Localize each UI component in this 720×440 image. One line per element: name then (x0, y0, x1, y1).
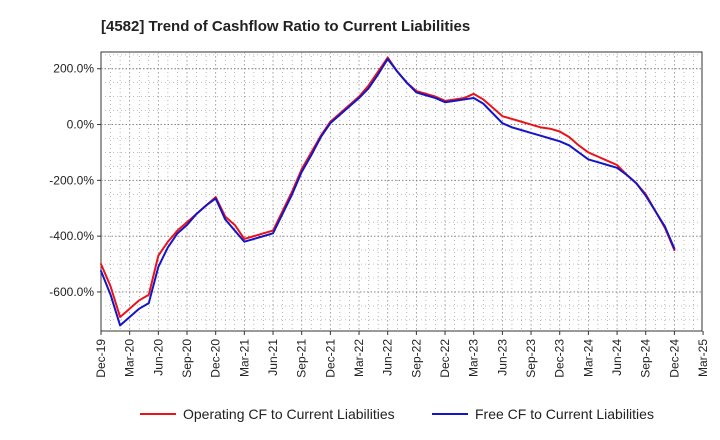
x-tick-label: Dec-24 (667, 339, 681, 378)
y-tick-label: -400.0% (49, 229, 94, 243)
y-tick-label: 0.0% (67, 118, 95, 132)
x-tick-label: Mar-20 (123, 339, 137, 377)
x-tick-label: Sep-20 (180, 339, 194, 378)
y-tick-label: -600.0% (49, 285, 94, 299)
x-tick-label: Dec-19 (94, 339, 108, 378)
x-tick-label: Dec-22 (438, 339, 452, 378)
chart-title: [4582] Trend of Cashflow Ratio to Curren… (101, 18, 470, 35)
x-tick-label: Sep-22 (409, 339, 423, 378)
x-tick-label: Dec-21 (323, 339, 337, 378)
x-tick-label: Jun-23 (495, 339, 509, 376)
y-tick-label: 200.0% (53, 62, 94, 76)
x-tick-label: Sep-24 (639, 339, 653, 378)
x-tick-label: Mar-21 (237, 339, 251, 377)
x-tick-label: Dec-23 (553, 339, 567, 378)
series-line-1 (100, 57, 676, 327)
axis-ticks: Dec-19 Mar-20 Jun-20 Sep-20 Dec-20 Mar-21 Jun-… (49, 62, 710, 378)
series-lines (100, 56, 676, 327)
x-tick-label: Sep-21 (295, 339, 309, 378)
x-tick-label: Jun-22 (381, 339, 395, 376)
x-tick-label: Sep-23 (524, 339, 538, 378)
plot-area (100, 51, 703, 332)
x-tick-label: Mar-24 (581, 339, 595, 377)
x-tick-label: Jun-24 (610, 339, 624, 376)
x-tick-label: Mar-23 (467, 339, 481, 377)
x-tick-label: Jun-20 (151, 339, 165, 376)
grid-lines (101, 52, 702, 331)
x-tick-label: Mar-25 (696, 339, 710, 377)
x-tick-label: Dec-20 (209, 339, 223, 378)
legend-label: Free CF to Current Liabilities (475, 406, 654, 422)
x-tick-label: Jun-21 (266, 339, 280, 376)
y-tick-label: -200.0% (49, 173, 94, 187)
x-tick-label: Mar-22 (352, 339, 366, 377)
legend: Operating CF to Current Liabilities Free … (140, 406, 654, 422)
legend-label: Operating CF to Current Liabilities (183, 406, 395, 422)
